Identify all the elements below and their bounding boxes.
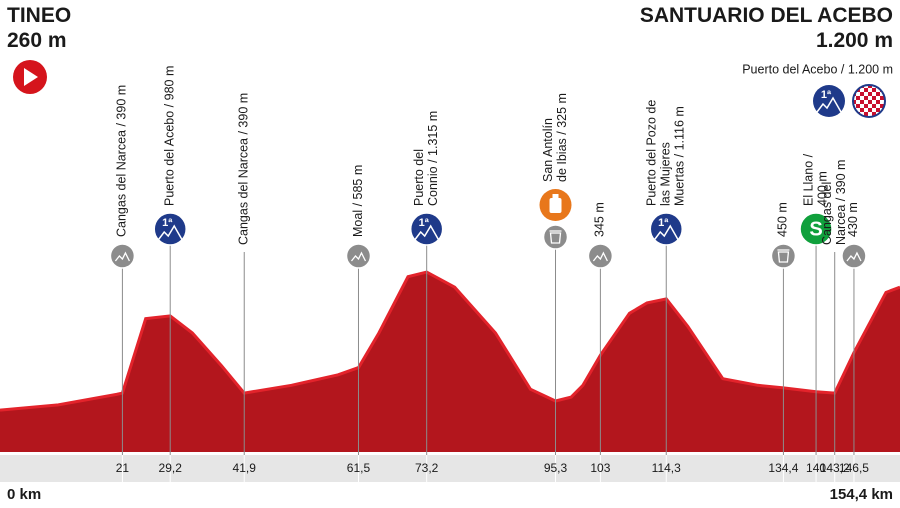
climb-icon bbox=[153, 212, 187, 246]
climb-glyph bbox=[653, 224, 679, 241]
bin-glyph bbox=[777, 249, 790, 263]
start-altitude: 260 m bbox=[7, 29, 67, 52]
x-tick-label: 114,3 bbox=[652, 461, 681, 475]
finish-climb-icon: 1ª bbox=[813, 85, 845, 117]
waypoint-label: 400 m bbox=[815, 171, 829, 206]
feed-glyph bbox=[549, 198, 562, 213]
waypoint-label: San Antolín bbox=[541, 118, 555, 182]
climb-glyph bbox=[414, 224, 440, 241]
climb-badge: 1ª bbox=[658, 217, 669, 229]
x-tick-label: 143,2 bbox=[820, 461, 850, 475]
gauge-icon bbox=[841, 243, 867, 269]
gauge-icon bbox=[587, 243, 614, 269]
finish-altitude: 1.200 m bbox=[816, 29, 893, 52]
climb-icon bbox=[409, 212, 444, 246]
finish-name: SANTUARIO DEL ACEBO bbox=[640, 4, 893, 27]
climb-badge: 1ª bbox=[419, 217, 430, 229]
waypoint: 1ª Puerto del Pozo de las Mujeres Muertas /… bbox=[645, 100, 687, 455]
waypoint-label: las Mujeres bbox=[659, 142, 673, 206]
x-tick-label: 29,2 bbox=[159, 461, 183, 475]
waypoint: Cangas del Narcea / 390 m bbox=[237, 93, 251, 455]
gauge-glyph bbox=[350, 251, 367, 262]
sprint-icon bbox=[799, 212, 833, 246]
bin-icon bbox=[542, 224, 569, 250]
waypoint-label: Muertas / 1.116 m bbox=[673, 106, 687, 206]
waypoint-label: de Ibias / 325 m bbox=[555, 93, 569, 182]
feed-glyph bbox=[552, 194, 559, 198]
climb-glyph bbox=[157, 224, 183, 241]
km-band bbox=[0, 455, 900, 482]
x-tick-label: 140 bbox=[806, 461, 826, 475]
waypoint-label: 345 m bbox=[593, 202, 607, 237]
waypoint-label: Cangas del Narcea / 390 m bbox=[115, 85, 129, 237]
waypoint: Cangas del Narcea / 390 m bbox=[820, 160, 848, 455]
x-end-label: 154,4 km bbox=[830, 486, 893, 503]
waypoint-label: Puerto del Acebo / 980 m bbox=[163, 66, 177, 206]
gauge-glyph bbox=[846, 251, 862, 262]
x-tick-label: 103 bbox=[590, 461, 610, 475]
waypoint-label: Connio / 1.315 m bbox=[426, 111, 440, 206]
waypoint: San Antolín de Ibias / 325 m bbox=[539, 93, 572, 455]
waypoint: 450 m bbox=[770, 202, 797, 455]
waypoint-label: 450 m bbox=[776, 202, 790, 237]
waypoint: 345 m bbox=[587, 202, 614, 455]
climb-badge: 1ª bbox=[162, 217, 173, 229]
x-tick-label: 73,2 bbox=[415, 461, 439, 475]
x-end-label: 0 km bbox=[7, 486, 41, 503]
x-tick-label: 95,3 bbox=[544, 461, 568, 475]
x-tick-label: 134,4 bbox=[768, 461, 798, 475]
waypoint: Moal / 585 m bbox=[345, 165, 372, 455]
waypoint: Cangas del Narcea / 390 m bbox=[109, 85, 136, 455]
start-icon bbox=[13, 60, 47, 94]
waypoint: 430 m bbox=[841, 202, 867, 455]
bin-icon bbox=[770, 243, 797, 269]
gauge-glyph bbox=[592, 251, 608, 262]
waypoint-label: Cangas del bbox=[820, 182, 834, 245]
sprint-badge: S bbox=[809, 218, 822, 240]
finish-badge: 1ª bbox=[821, 89, 832, 101]
waypoint: 1ª Puerto del Acebo / 980 m bbox=[153, 66, 187, 455]
waypoint-label: El Llano / bbox=[801, 153, 815, 206]
x-tick-label: 41,9 bbox=[233, 461, 257, 475]
elevation-area bbox=[0, 272, 900, 452]
gauge-icon bbox=[345, 243, 372, 269]
gauge-glyph bbox=[114, 251, 130, 262]
waypoint: S El Llano /400 m bbox=[799, 153, 833, 455]
waypoint-label: Cangas del Narcea / 390 m bbox=[237, 93, 251, 245]
finish-note: Puerto del Acebo / 1.200 m bbox=[742, 62, 893, 76]
waypoint: 1ª Puerto del Connio / 1.315 m bbox=[409, 111, 444, 455]
finish-icon bbox=[852, 84, 886, 118]
waypoint-label: Moal / 585 m bbox=[351, 165, 365, 237]
x-tick-label: 21 bbox=[116, 461, 130, 475]
waypoint-label: Puerto del Pozo de bbox=[645, 100, 659, 206]
gauge-icon bbox=[109, 243, 136, 269]
waypoint-label: 430 m bbox=[846, 202, 860, 237]
x-tick-label: 146,5 bbox=[839, 461, 869, 475]
bin-glyph bbox=[549, 230, 562, 244]
climb-icon bbox=[649, 212, 684, 246]
waypoint-label: Narcea / 390 m bbox=[834, 160, 848, 245]
start-name: TINEO bbox=[7, 4, 71, 27]
elevation-edge bbox=[0, 270, 900, 412]
waypoint-label: Puerto del bbox=[412, 149, 426, 206]
x-tick-label: 61,5 bbox=[347, 461, 371, 475]
